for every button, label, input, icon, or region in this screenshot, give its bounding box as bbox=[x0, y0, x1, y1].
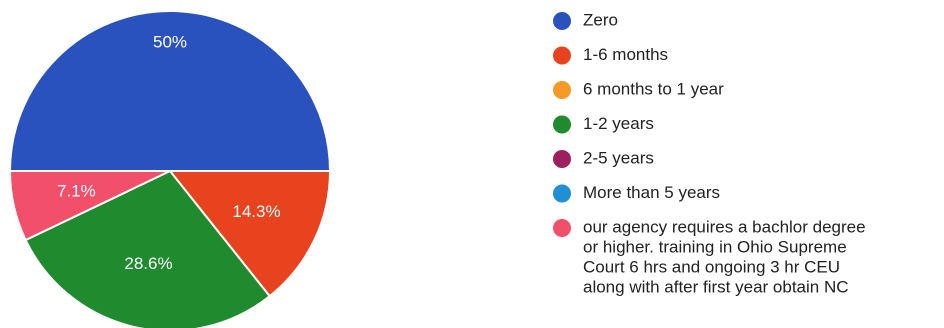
legend-marker-6 bbox=[553, 219, 571, 237]
legend-item-0: Zero bbox=[553, 10, 618, 30]
legend-label-5: More than 5 years bbox=[583, 183, 720, 202]
pie-slice-label-3: 28.6% bbox=[124, 254, 172, 273]
legend-marker-5 bbox=[553, 184, 571, 203]
legend-marker-0 bbox=[553, 12, 571, 30]
legend-marker-2 bbox=[553, 81, 571, 99]
legend-item-1: 1-6 months bbox=[553, 45, 668, 65]
legend-label-0: Zero bbox=[583, 10, 618, 29]
pie-slice-label-0: 50% bbox=[153, 32, 187, 51]
legend-item-2: 6 months to 1 year bbox=[553, 79, 724, 99]
legend-marker-3 bbox=[553, 115, 571, 134]
legend-item-4: 2-5 years bbox=[553, 148, 654, 168]
legend-label-6-line-0: our agency requires a bachlor degree bbox=[583, 217, 866, 236]
pie-slice-0 bbox=[8, 10, 332, 172]
legend-label-2: 6 months to 1 year bbox=[583, 79, 724, 98]
legend-marker-1 bbox=[553, 46, 571, 65]
legend-label-6-line-3: along with after first year obtain NC bbox=[583, 277, 849, 296]
pie-slice-labels: 50% 14.3% 28.6% 7.1% bbox=[57, 32, 281, 273]
pie-slices bbox=[8, 10, 332, 328]
legend-marker-4 bbox=[553, 150, 571, 168]
legend-item-5: More than 5 years bbox=[553, 183, 720, 203]
pie-slice-3 bbox=[24, 169, 272, 328]
legend-label-4: 2-5 years bbox=[583, 148, 654, 167]
pie-slice-1 bbox=[167, 170, 332, 298]
pie-slice-label-6: 7.1% bbox=[57, 182, 96, 201]
pie-slice-label-1: 14.3% bbox=[232, 202, 280, 221]
legend-label-6-line-1: or higher. training in Ohio Supreme bbox=[583, 237, 847, 256]
pie-slice-6 bbox=[8, 170, 171, 242]
legend-label-6-line-2: Court 6 hrs and ongoing 3 hr CEU bbox=[583, 257, 840, 276]
legend: Zero 1-6 months 6 months to 1 year 1-2 year… bbox=[553, 10, 866, 296]
legend-label-1: 1-6 months bbox=[583, 45, 668, 64]
legend-item-3: 1-2 years bbox=[553, 114, 654, 134]
legend-label-3: 1-2 years bbox=[583, 114, 654, 133]
